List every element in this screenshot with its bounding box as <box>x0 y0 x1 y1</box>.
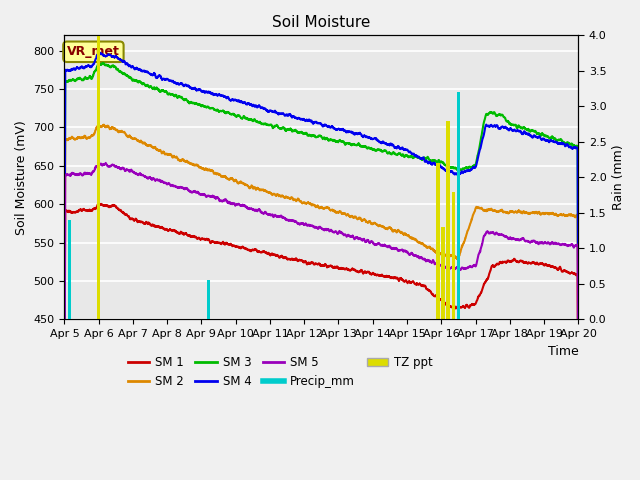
Bar <box>452 192 455 319</box>
Title: Soil Moisture: Soil Moisture <box>272 15 371 30</box>
Bar <box>441 227 445 319</box>
Y-axis label: Rain (mm): Rain (mm) <box>612 144 625 210</box>
Bar <box>446 120 450 319</box>
Bar <box>436 163 440 319</box>
Text: VR_met: VR_met <box>67 45 120 58</box>
Bar <box>207 280 210 319</box>
X-axis label: Time: Time <box>548 345 579 358</box>
Legend: SM 1, SM 2, SM 3, SM 4, SM 5, Precip_mm, TZ ppt: SM 1, SM 2, SM 3, SM 4, SM 5, Precip_mm,… <box>123 352 438 393</box>
Y-axis label: Soil Moisture (mV): Soil Moisture (mV) <box>15 120 28 235</box>
Bar <box>68 220 71 319</box>
Bar <box>97 36 100 319</box>
Bar <box>457 92 460 319</box>
